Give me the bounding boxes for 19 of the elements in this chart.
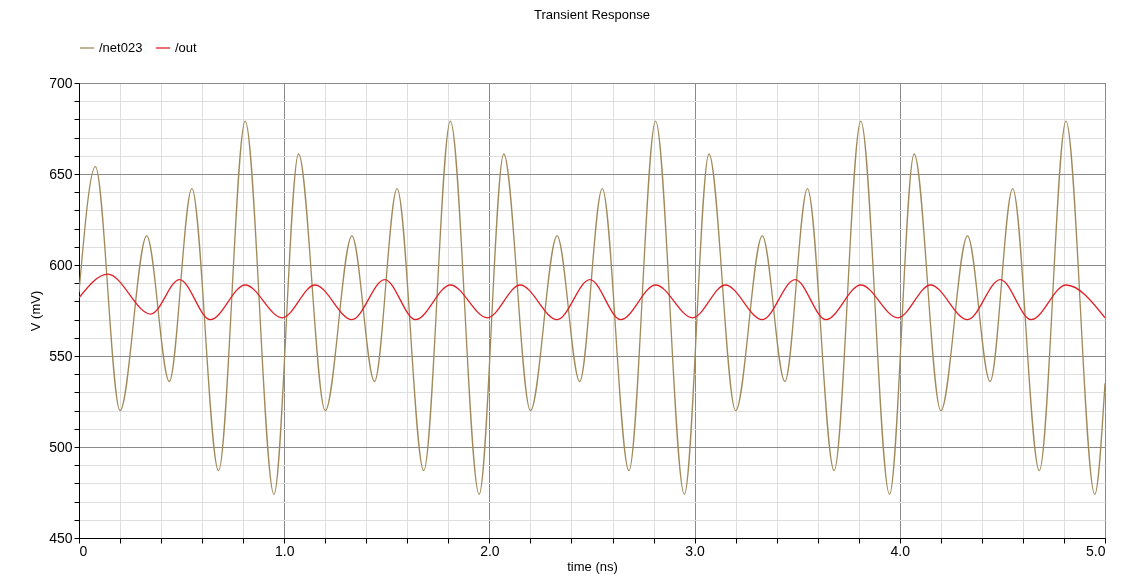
y-tick-label: 600 [49, 256, 73, 273]
y-tick-label: 500 [49, 438, 73, 455]
y-tick-label: 450 [49, 529, 73, 546]
y-tick-label: 550 [49, 347, 73, 364]
chart-title: Transient Response [534, 7, 650, 22]
y-tick-label: 650 [49, 165, 73, 182]
x-tick-label: 4.0 [890, 542, 911, 559]
x-tick-label: 5.0 [1086, 542, 1106, 559]
line-series [79, 120, 1105, 495]
x-tick-label: 1.0 [274, 542, 295, 559]
legend-label: /out [175, 40, 198, 55]
x-tick-label: 0 [79, 542, 88, 559]
legend-label: /net023 [99, 40, 143, 55]
x-axis-title: time (ns) [567, 558, 618, 574]
y-axis-title: V (mV) [28, 290, 44, 332]
line-series [79, 273, 1105, 321]
x-tick-label: 2.0 [480, 542, 500, 559]
x-tick-label: 3.0 [685, 542, 706, 559]
y-tick-label: 700 [49, 74, 73, 91]
